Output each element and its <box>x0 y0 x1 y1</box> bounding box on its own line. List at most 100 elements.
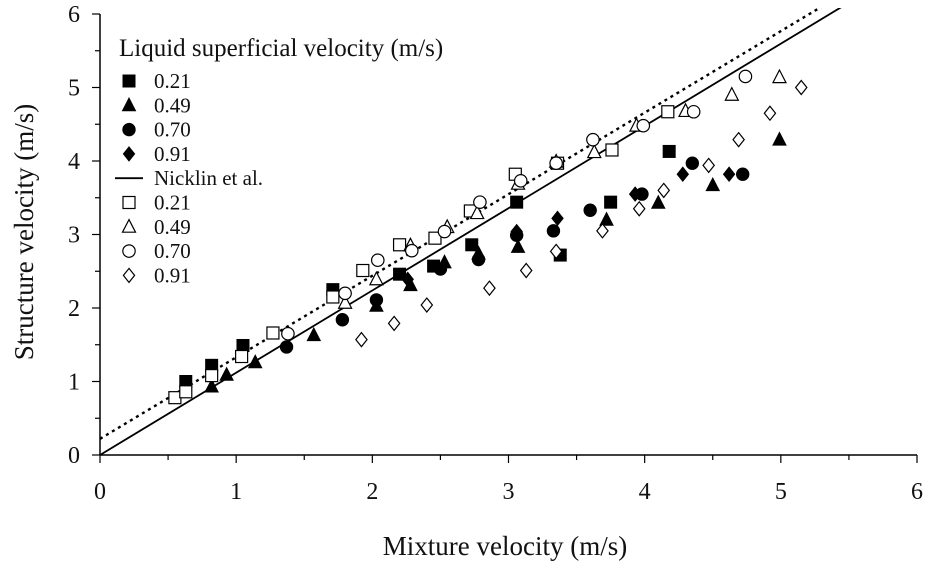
open-circle-point <box>586 132 600 147</box>
legend-filled-diamond-swatch <box>122 146 136 162</box>
x-tick-label: 1 <box>230 479 242 505</box>
open-square-point <box>266 326 280 340</box>
open-square-point <box>605 143 619 157</box>
open-diamond-point <box>632 200 646 217</box>
open-diamond-point <box>657 182 671 199</box>
filled-circle-point <box>433 262 448 276</box>
open-square-point <box>356 263 370 278</box>
filled-circle-point <box>685 156 700 170</box>
y-tick-label: 2 <box>68 296 80 322</box>
filled-triangle-point <box>247 354 263 369</box>
filled-circle-point <box>369 293 384 307</box>
open-triangle-point <box>724 86 740 101</box>
legend-label: 0.21 <box>154 69 191 93</box>
open-triangle-point <box>586 143 602 159</box>
legend-open-diamond-swatch <box>122 267 136 284</box>
y-tick-label: 6 <box>68 2 80 28</box>
filled-square-point <box>604 195 618 209</box>
open-circle-point <box>636 118 651 133</box>
legend: Liquid superficial velocity (m/s) 0.210.… <box>115 35 443 287</box>
open-diamond-point <box>794 79 808 96</box>
filled-triangle-point <box>510 238 526 253</box>
tick-marks <box>92 13 918 463</box>
open-triangle-point <box>771 68 787 84</box>
open-circle-point <box>281 326 295 341</box>
filled-square-point <box>662 144 676 158</box>
open-circle-point <box>437 224 452 239</box>
open-square-point <box>179 385 193 399</box>
dotted-fit-line <box>100 8 822 440</box>
legend-label: 0.91 <box>154 142 191 166</box>
legend-label: Nicklin et al. <box>154 166 263 190</box>
x-tick-label: 6 <box>911 479 923 505</box>
open-square-point <box>326 290 340 304</box>
filled-diamond-point <box>551 210 564 227</box>
filled-triangle-point <box>705 176 721 192</box>
open-square-point <box>205 369 219 383</box>
open-square-point <box>428 231 442 245</box>
open-circle-point <box>370 253 385 268</box>
legend-filled-triangle-swatch <box>121 97 137 112</box>
legend-open-square-swatch <box>122 195 136 210</box>
open-circle-point <box>338 286 352 301</box>
filled-square-point <box>393 267 407 281</box>
legend-label: 0.70 <box>154 118 191 142</box>
y-tick-label: 5 <box>68 76 80 102</box>
legend-title: Liquid superficial velocity (m/s) <box>119 35 443 62</box>
open-square-point <box>661 105 675 119</box>
open-diamond-point <box>355 331 368 348</box>
open-diamond-point <box>483 280 496 297</box>
open-diamond-point <box>596 222 609 239</box>
filled-diamond-point <box>510 223 523 240</box>
x-tick-label: 3 <box>503 479 515 505</box>
y-axis-title: Structure velocity (m/s) <box>9 104 39 360</box>
legend-label: 0.91 <box>154 263 191 287</box>
legend-label: 0.49 <box>154 93 191 117</box>
filled-diamond-point <box>401 271 414 288</box>
x-axis-title: Mixture velocity (m/s) <box>383 531 627 561</box>
filled-circle-point <box>335 313 350 327</box>
open-square-point <box>168 391 182 405</box>
open-diamond-point <box>519 262 533 279</box>
filled-diamond-point <box>628 186 642 202</box>
open-diamond-point <box>420 297 434 314</box>
legend-label: 0.70 <box>154 239 191 263</box>
legend-open-triangle-swatch <box>121 218 137 233</box>
open-circle-point <box>405 243 419 258</box>
x-tick-label: 4 <box>639 479 651 505</box>
open-diamond-point <box>702 157 716 174</box>
filled-triangle-point <box>219 366 234 381</box>
legend-filled-square-swatch <box>122 74 136 88</box>
filled-square-point <box>510 195 524 209</box>
x-tick-label: 0 <box>94 479 106 505</box>
open-circle-point <box>473 195 487 209</box>
legend-label: 0.49 <box>154 215 191 239</box>
filled-triangle-point <box>599 211 614 226</box>
filled-square-point <box>236 338 250 352</box>
y-tick-label: 4 <box>68 149 80 175</box>
filled-diamond-point <box>722 166 736 183</box>
open-diamond-point <box>763 105 777 122</box>
filled-triangle-point <box>772 131 787 146</box>
open-diamond-point <box>549 243 563 260</box>
filled-triangle-point <box>650 194 666 209</box>
filled-diamond-point <box>676 166 690 183</box>
filled-circle-point <box>471 252 486 267</box>
open-circle-point <box>686 104 701 119</box>
open-triangle-point <box>337 294 353 309</box>
legend-filled-circle-swatch <box>122 122 136 137</box>
open-circle-point <box>549 156 563 171</box>
legend-open-circle-swatch <box>122 244 136 258</box>
open-square-point <box>235 349 249 364</box>
y-tick-label: 1 <box>68 370 80 396</box>
data-markers <box>168 68 808 405</box>
y-tick-label: 3 <box>68 223 80 249</box>
filled-circle-point <box>736 167 750 181</box>
filled-circle-point <box>583 203 597 217</box>
open-circle-point <box>513 174 528 188</box>
filled-square-point <box>465 238 479 252</box>
open-diamond-point <box>732 131 745 148</box>
x-tick-label: 5 <box>775 479 787 505</box>
